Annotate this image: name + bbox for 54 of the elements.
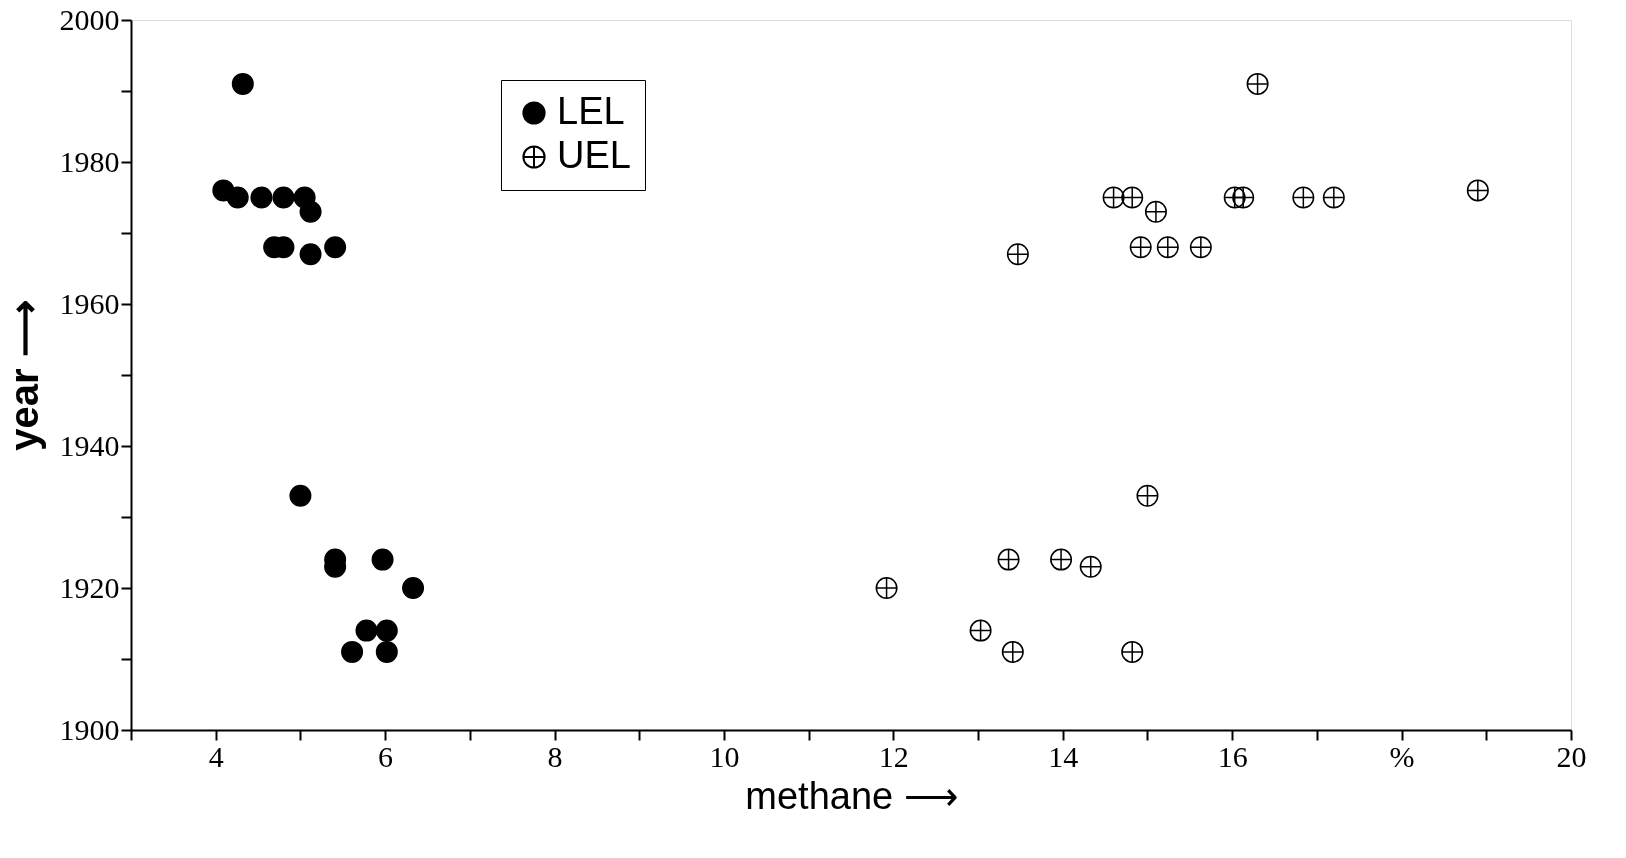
point: [402, 577, 425, 599]
point: [997, 548, 1020, 571]
point: [371, 548, 394, 571]
y-tick-label: 1960: [59, 286, 120, 320]
x-tick-label: 8: [547, 739, 563, 773]
point: [226, 186, 249, 209]
point: [1144, 200, 1167, 223]
point: [1006, 243, 1029, 266]
point: [875, 577, 898, 599]
x-tick-label: 10: [709, 739, 740, 773]
x-tick-label: 14: [1048, 739, 1079, 773]
legend-label: UEL: [557, 134, 631, 176]
x-tick-label: 20: [1556, 739, 1587, 773]
point: [1156, 236, 1179, 259]
point: [1050, 548, 1073, 571]
point: [299, 200, 322, 223]
x-tick-label: 16: [1217, 739, 1248, 773]
y-axis-title: year ⟶: [1, 300, 46, 451]
point: [1292, 186, 1315, 209]
x-tick-label: 12: [878, 739, 909, 773]
x-tick-label: 4: [208, 739, 224, 773]
y-tick-label: 2000: [59, 2, 120, 36]
point: [1223, 186, 1246, 209]
y-tick-label: 1900: [59, 712, 120, 746]
point: [1102, 186, 1125, 209]
point: [1001, 640, 1024, 663]
y-tick-label: 1980: [59, 144, 120, 178]
y-tick-label: 1920: [59, 570, 120, 604]
point: [1322, 186, 1345, 209]
point: [1189, 236, 1212, 259]
point: [375, 640, 398, 663]
point: [272, 186, 295, 209]
point: [324, 236, 347, 259]
x-tick-label: %: [1389, 739, 1415, 773]
point: [1121, 640, 1144, 663]
point: [250, 186, 273, 209]
x-axis-title: methane ⟶: [745, 774, 958, 817]
point: [375, 619, 398, 642]
legend-label: LEL: [557, 90, 625, 132]
point: [1129, 236, 1152, 259]
point: [341, 640, 364, 663]
point: [299, 243, 322, 266]
point: [1232, 186, 1255, 209]
y-tick-label: 1940: [59, 428, 120, 462]
point: [1121, 186, 1144, 209]
point: [1079, 555, 1102, 578]
point: [1246, 72, 1269, 95]
point: [1466, 179, 1489, 202]
x-tick-label: 6: [378, 739, 394, 773]
point: [289, 484, 312, 507]
point: [231, 72, 254, 95]
point: [355, 619, 378, 642]
point: [969, 619, 992, 642]
point: [1136, 484, 1159, 507]
